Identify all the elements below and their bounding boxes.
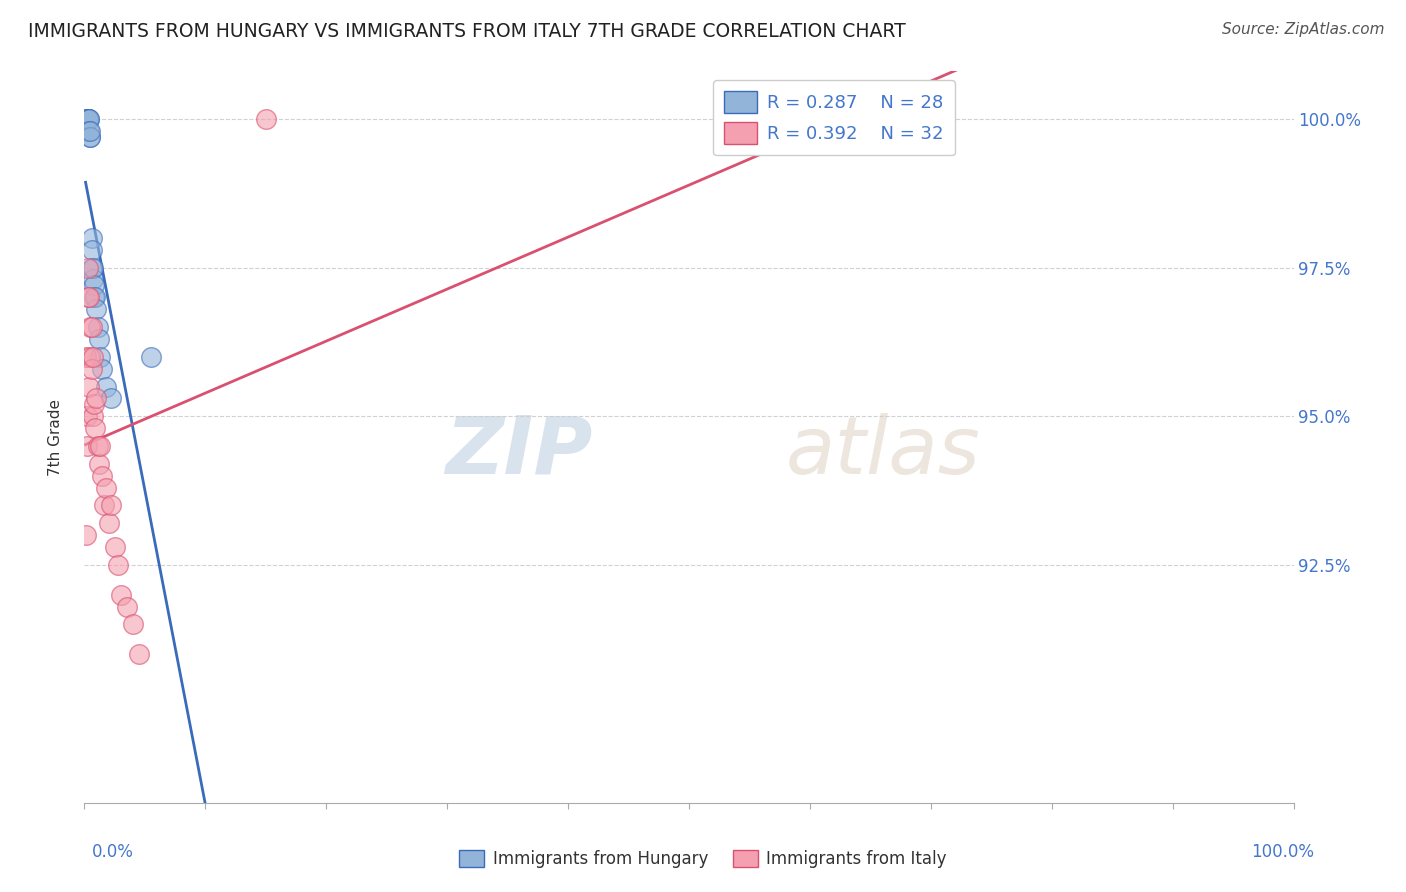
Point	[77, 112, 100, 126]
Point	[89, 439, 111, 453]
Point	[100, 392, 122, 406]
Point	[110, 588, 132, 602]
Point	[79, 124, 101, 138]
Point	[97, 516, 120, 531]
Point	[80, 260, 103, 275]
Point	[121, 617, 143, 632]
Text: IMMIGRANTS FROM HUNGARY VS IMMIGRANTS FROM ITALY 7TH GRADE CORRELATION CHART: IMMIGRANTS FROM HUNGARY VS IMMIGRANTS FR…	[28, 22, 905, 41]
Point	[94, 379, 117, 393]
Point	[77, 379, 100, 393]
Point	[107, 558, 129, 572]
Point	[83, 397, 105, 411]
Point	[91, 361, 114, 376]
Point	[86, 392, 108, 406]
Point	[80, 231, 103, 245]
Point	[128, 647, 150, 661]
Point	[139, 350, 162, 364]
Point	[77, 290, 100, 304]
Point	[115, 599, 138, 614]
Point	[79, 320, 101, 334]
Point	[91, 468, 114, 483]
Legend: R = 0.287    N = 28, R = 0.392    N = 32: R = 0.287 N = 28, R = 0.392 N = 32	[713, 80, 955, 155]
Text: Source: ZipAtlas.com: Source: ZipAtlas.com	[1222, 22, 1385, 37]
Point	[77, 112, 100, 126]
Point	[77, 124, 100, 138]
Point	[87, 457, 110, 471]
Point	[94, 481, 117, 495]
Point	[76, 112, 98, 126]
Point	[82, 272, 104, 286]
Point	[93, 499, 115, 513]
Text: 0.0%: 0.0%	[91, 843, 134, 861]
Point	[84, 290, 107, 304]
Point	[80, 320, 103, 334]
Legend: Immigrants from Hungary, Immigrants from Italy: Immigrants from Hungary, Immigrants from…	[453, 843, 953, 875]
Point	[86, 320, 108, 334]
Point	[77, 112, 100, 126]
Point	[82, 350, 104, 364]
Text: 7th Grade: 7th Grade	[48, 399, 63, 475]
Point	[77, 112, 100, 126]
Point	[89, 350, 111, 364]
Point	[75, 528, 97, 542]
Point	[77, 112, 100, 126]
Point	[254, 112, 277, 126]
Point	[87, 332, 110, 346]
Point	[83, 278, 105, 293]
Point	[76, 439, 98, 453]
Point	[104, 540, 127, 554]
Point	[76, 112, 98, 126]
Point	[80, 361, 103, 376]
Point	[86, 302, 108, 317]
Point	[82, 409, 104, 424]
Point	[77, 290, 100, 304]
Point	[79, 129, 101, 144]
Point	[79, 129, 101, 144]
Point	[86, 439, 108, 453]
Point	[83, 290, 105, 304]
Text: atlas: atlas	[786, 413, 980, 491]
Point	[75, 124, 97, 138]
Point	[100, 499, 122, 513]
Point	[77, 260, 100, 275]
Point	[79, 350, 101, 364]
Point	[75, 350, 97, 364]
Text: 100.0%: 100.0%	[1251, 843, 1315, 861]
Point	[82, 260, 104, 275]
Text: ZIP: ZIP	[444, 413, 592, 491]
Point	[80, 243, 103, 257]
Point	[76, 409, 98, 424]
Point	[84, 421, 107, 435]
